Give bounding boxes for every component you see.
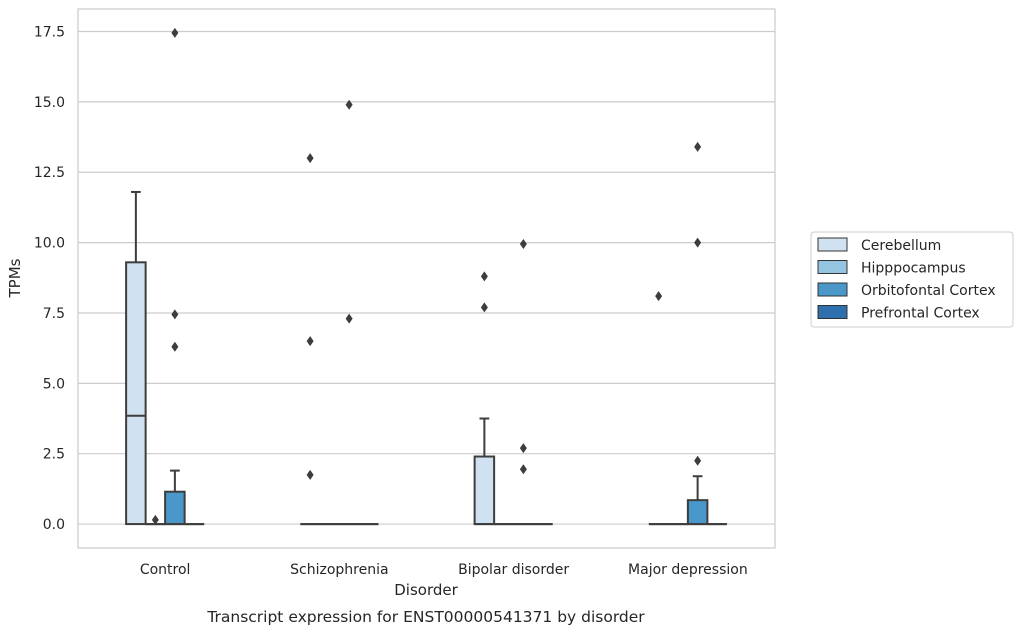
x-tick-label: Bipolar disorder	[458, 562, 569, 578]
y-tick-label: 10.0	[34, 236, 65, 252]
y-tick-label: 15.0	[34, 95, 65, 111]
plot-frame	[77, 8, 776, 549]
x-axis-title: Disorder	[394, 581, 458, 599]
outlier-marker	[306, 336, 314, 347]
y-tick-labels: 0.0 2.5 5.0 7.5 10.0 12.5 15.0 17.5	[34, 25, 65, 534]
legend-label: Cerebellum	[861, 238, 941, 254]
box-cerebellum	[473, 417, 496, 526]
y-tick-label: 7.5	[43, 306, 65, 322]
outlier-marker	[345, 99, 353, 110]
outlier-marker	[306, 469, 314, 480]
box-body	[686, 499, 709, 526]
legend-swatch	[817, 260, 848, 274]
legend-swatch	[817, 237, 848, 252]
box-cerebellum	[125, 190, 147, 526]
outlier-marker	[151, 514, 159, 525]
outlier-marker	[519, 464, 527, 475]
outlier-marker	[171, 341, 179, 352]
legend-swatch	[817, 282, 848, 297]
outlier-markers	[151, 27, 702, 525]
box-orbitofontal-cortex	[686, 475, 709, 526]
outlier-marker	[306, 153, 314, 164]
outlier-marker	[694, 455, 702, 466]
y-tick-label: 12.5	[34, 165, 65, 181]
y-axis-title: TPMs	[6, 258, 24, 298]
y-tick-label: 17.5	[34, 25, 65, 41]
outlier-marker	[171, 27, 179, 38]
x-tick-labels: Control Schizophrenia Bipolar disorder Majo…	[140, 562, 748, 578]
y-tick-label: 5.0	[43, 376, 65, 392]
outlier-marker	[171, 309, 179, 320]
outlier-marker	[655, 291, 663, 302]
box-orbitofontal-cortex	[164, 469, 186, 526]
legend: Cerebellum Hipppocampus Orbitofontal Corte…	[810, 231, 1014, 328]
legend-frame	[810, 231, 1014, 328]
outlier-marker	[519, 443, 527, 454]
y-tick-label: 0.0	[43, 517, 65, 533]
outlier-marker	[694, 237, 702, 248]
x-tick-label: Major depression	[628, 562, 748, 578]
x-tick-label: Control	[140, 562, 191, 578]
legend-items: Cerebellum Hipppocampus Orbitofontal Corte…	[817, 237, 996, 322]
gridlines	[78, 30, 775, 525]
x-tick-label: Schizophrenia	[290, 562, 388, 578]
y-tick-label: 2.5	[43, 447, 65, 463]
legend-label: Orbitofontal Cortex	[861, 283, 996, 299]
box-body	[125, 261, 147, 526]
outlier-marker	[694, 141, 702, 152]
legend-label: Prefrontal Cortex	[861, 306, 980, 322]
legend-swatch	[817, 305, 848, 319]
outlier-marker	[345, 313, 353, 324]
outlier-marker	[480, 302, 488, 313]
legend-label: Hipppocampus	[861, 261, 966, 277]
outlier-marker	[480, 271, 488, 282]
box-body	[473, 455, 496, 526]
chart-caption: Transcript expression for ENST0000054137…	[206, 608, 645, 626]
box-body	[164, 490, 186, 526]
outlier-marker	[519, 239, 527, 250]
boxes	[125, 190, 727, 526]
